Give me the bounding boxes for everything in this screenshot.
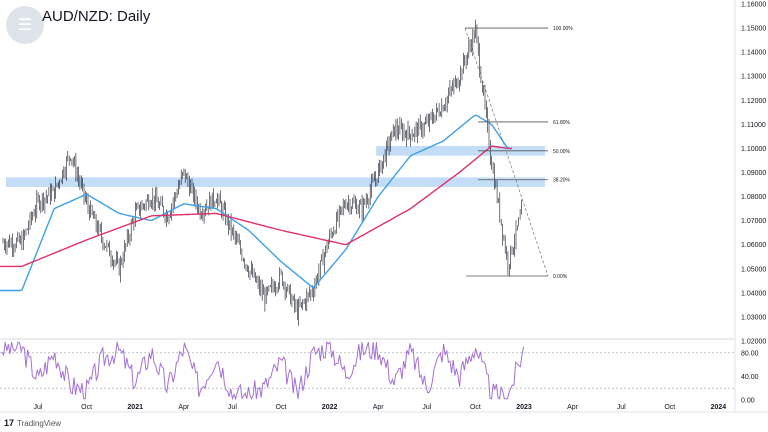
tradingview-logo-icon: 17 [4, 418, 15, 428]
price-tick-label: 1.11000 [741, 122, 766, 129]
fib-level-label-1: 61.80% [553, 120, 571, 126]
time-tick-label: Jul [228, 404, 237, 411]
price-candles [2, 19, 522, 326]
price-tick-label: 1.07000 [741, 218, 766, 225]
ma-slow-line [0, 145, 512, 268]
oscillator-pane: 80.00 40.00 0.00 [0, 341, 759, 405]
resistance-zone-1 [6, 177, 545, 187]
time-tick-label: Jul [422, 404, 431, 411]
time-tick-label: Oct [470, 404, 481, 411]
time-tick-label: Jul [617, 404, 626, 411]
time-tick-label: Jul [34, 404, 43, 411]
price-tick-label: 1.16000 [741, 2, 766, 9]
time-tick-label: 2022 [322, 404, 338, 411]
brand-logo: ☰ [6, 6, 44, 44]
time-tick-label: Oct [664, 404, 675, 411]
time-axis[interactable]: Jul Oct 2021 Apr Jul Oct 2022 Apr Jul Oct 2023 Apr J… [34, 404, 727, 411]
price-tick-label: 1.12000 [741, 98, 766, 105]
price-tick-label: 1.14000 [741, 50, 766, 57]
oscillator-line [1, 341, 525, 401]
resistance-zone-2 [376, 146, 545, 156]
osc-tick-label: 80.00 [741, 350, 759, 357]
fib-trendline [464, 27, 549, 277]
time-tick-label: 2021 [127, 404, 143, 411]
price-tick-label: 1.15000 [741, 26, 766, 33]
time-tick-label: 2024 [711, 404, 727, 411]
price-tick-label: 1.06000 [741, 242, 766, 249]
osc-tick-label: 0.00 [741, 398, 755, 405]
price-tick-label: 1.04000 [741, 290, 766, 297]
price-axis[interactable]: 1.16000 1.15000 1.14000 1.13000 1.12000 1.110… [0, 0, 768, 413]
fib-level-label-2: 50.00% [553, 149, 571, 155]
tradingview-label: TradingView [17, 418, 62, 428]
price-tick-label: 1.05000 [741, 266, 766, 273]
fib-level-label-3: 38.20% [553, 178, 571, 184]
price-tick-label: 1.10000 [741, 146, 766, 153]
ma-fast-line [0, 114, 512, 292]
price-tick-label: 1.02000 [741, 339, 766, 346]
moving-averages [0, 114, 512, 292]
tradingview-watermark[interactable]: 17 TradingView [4, 418, 61, 428]
price-tick-label: 1.03000 [741, 314, 766, 321]
time-tick-label: Oct [81, 404, 92, 411]
fib-level-label-0: 100.00% [553, 26, 573, 32]
price-tick-label: 1.13000 [741, 74, 766, 81]
price-tick-label: 1.08000 [741, 194, 766, 201]
price-tick-label: 1.09000 [741, 170, 766, 177]
chart-title: AUD/NZD: Daily [42, 8, 151, 25]
time-tick-label: Apr [178, 404, 190, 411]
fibonacci-retracement: 100.00% 61.80% 50.00% 38.20% 0.00% [464, 26, 573, 280]
osc-tick-label: 40.00 [741, 374, 759, 381]
time-tick-label: 2023 [516, 404, 532, 411]
time-tick-label: Apr [373, 404, 385, 411]
time-tick-label: Apr [567, 404, 579, 411]
fib-level-label-4: 0.00% [553, 274, 568, 280]
time-tick-label: Oct [276, 404, 287, 411]
resistance-zones [6, 146, 545, 187]
